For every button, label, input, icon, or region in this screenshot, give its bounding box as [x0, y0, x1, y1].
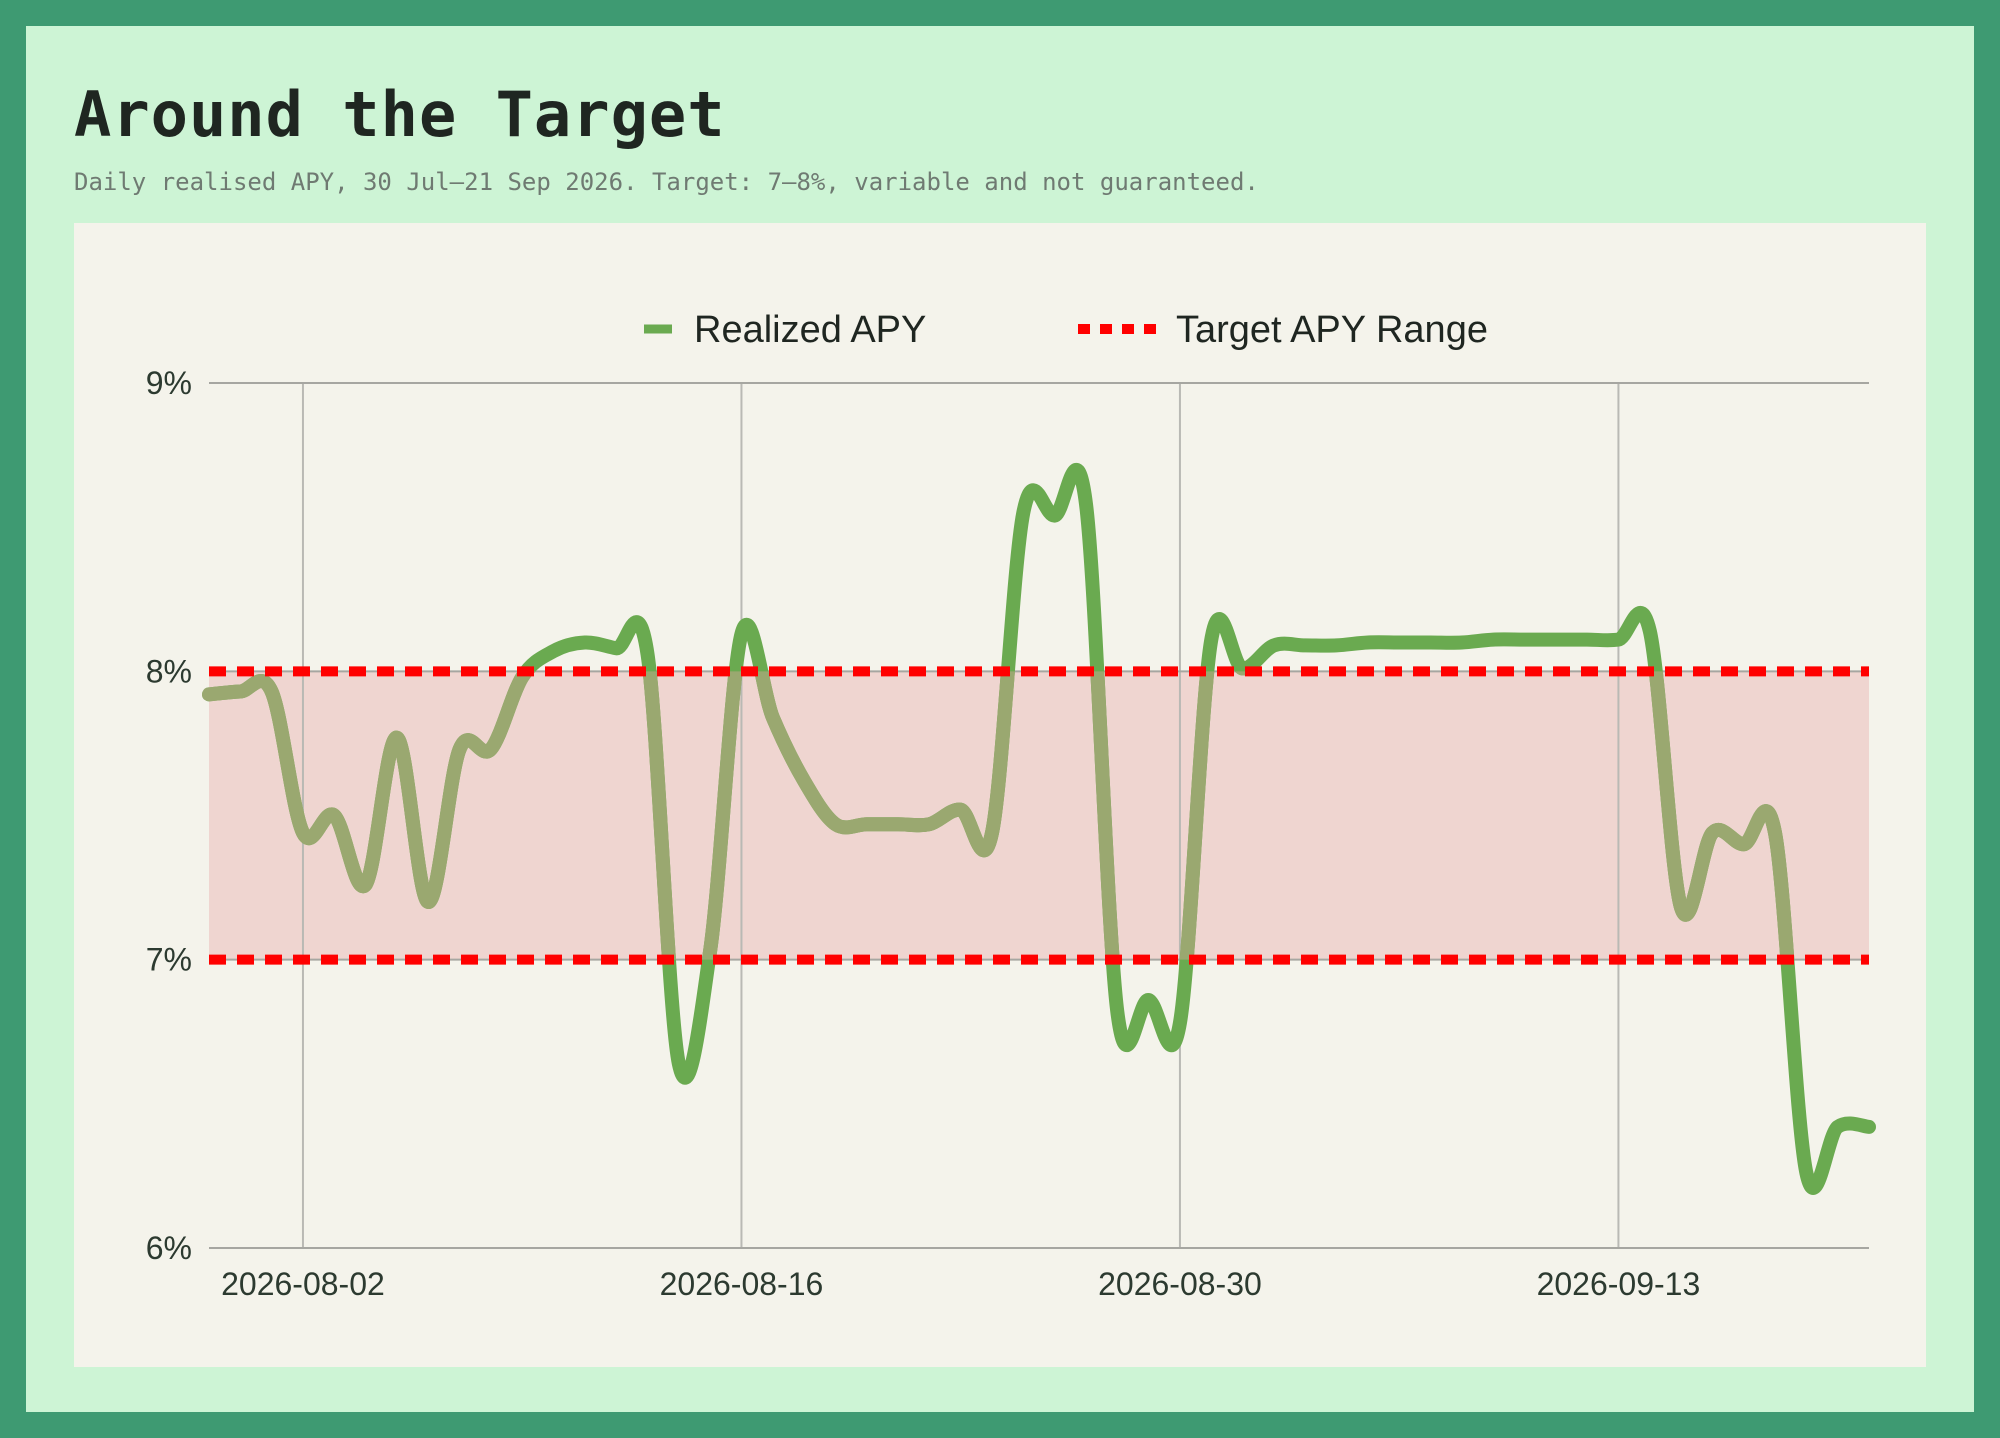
legend-realized-label: Realized APY [694, 309, 926, 351]
x-tick-label: 2026-08-30 [1098, 1266, 1262, 1302]
chart-card: Around the Target Daily realised APY, 30… [26, 26, 1974, 1412]
plot-panel: 6% 7% 8% 9% 2026-08-02 2026-08-16 2026-08-30 20… [74, 223, 1926, 1367]
x-tick-label: 2026-09-13 [1537, 1266, 1701, 1302]
realized-apy-line-in-range [202, 671, 1795, 960]
y-tick-label: 8% [146, 653, 192, 689]
chart-subtitle: Daily realised APY, 30 Jul–21 Sep 2026. … [74, 168, 1259, 196]
apy-line-chart: 6% 7% 8% 9% 2026-08-02 2026-08-16 2026-08-30 20… [146, 309, 1876, 1302]
legend-target-label: Target APY Range [1176, 309, 1488, 351]
chart-title: Around the Target [74, 78, 726, 151]
target-range-band [209, 671, 1869, 960]
y-tick-label: 7% [146, 942, 192, 978]
y-tick-label: 9% [146, 365, 192, 401]
x-tick-label: 2026-08-02 [221, 1266, 385, 1302]
x-tick-label: 2026-08-16 [660, 1266, 824, 1302]
y-tick-label: 6% [146, 1230, 192, 1266]
